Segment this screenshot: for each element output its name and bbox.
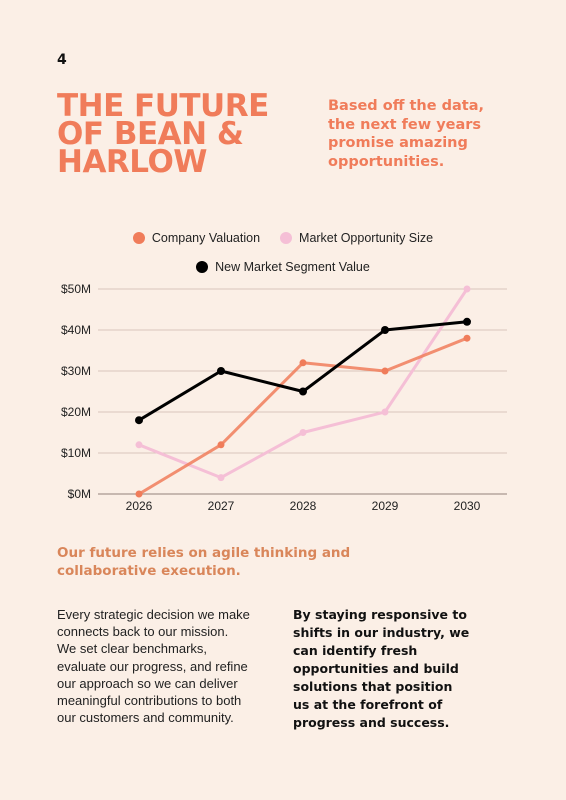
page-title: THE FUTURE OF BEAN & HARLOW <box>57 88 307 180</box>
y-tick-label: $40M <box>61 323 91 337</box>
legend-marker <box>280 232 293 244</box>
title-line: HARLOW <box>57 144 208 180</box>
callout-line: collaborative execution. <box>57 563 241 579</box>
body-paragraph-left: Every strategic decision we make connect… <box>57 606 287 726</box>
y-tick-label: $30M <box>61 364 91 378</box>
subtitle-line: the next few years <box>328 116 482 133</box>
callout-line: Our future relies on agile thinking and <box>57 545 351 561</box>
body-line: opportunities and build <box>293 661 459 676</box>
body-line: meaningful contributions to both <box>57 693 242 709</box>
body-line: progress and success. <box>293 715 450 730</box>
data-point <box>135 416 143 425</box>
x-tick-label: 2026 <box>126 499 153 513</box>
data-point <box>217 474 225 482</box>
subtitle-line: opportunities. <box>328 153 445 170</box>
legend-item-new-market-segment-value: New Market Segment Value <box>196 260 370 274</box>
legend-item-company-valuation: Company Valuation <box>132 231 261 245</box>
page-number: 4 <box>57 52 67 68</box>
y-tick-label: $10M <box>61 446 91 460</box>
title-line: OF BEAN & <box>57 116 244 152</box>
data-point <box>381 367 389 375</box>
legend-item-market-opportunity-size: Market Opportunity Size <box>280 231 433 245</box>
legend-label: Market Opportunity Size <box>299 231 434 245</box>
chart-legend-row-1: Company Valuation Market Opportunity Siz… <box>0 231 566 245</box>
legend-label: Company Valuation <box>151 231 261 245</box>
legend-marker <box>196 261 209 273</box>
legend-marker <box>132 232 145 244</box>
body-line: can identify fresh <box>293 643 418 658</box>
data-point <box>135 441 143 449</box>
data-point <box>217 441 225 449</box>
data-point <box>381 326 389 334</box>
x-tick-label: 2028 <box>290 499 317 513</box>
body-line: our approach so we can deliver <box>57 675 238 691</box>
subtitle-line: promise amazing <box>328 135 468 151</box>
data-point <box>299 429 307 436</box>
data-point <box>463 334 471 342</box>
data-point <box>299 387 307 396</box>
series-line <box>138 288 469 480</box>
body-line: shifts in our industry, we <box>293 625 470 640</box>
data-point <box>463 285 471 293</box>
body-line: By staying responsive to <box>293 607 467 622</box>
data-point <box>381 408 389 416</box>
data-point <box>217 367 225 375</box>
body-paragraph-right: By staying responsive to shifts in our i… <box>293 606 523 732</box>
body-line: solutions that position <box>293 679 453 694</box>
body-line: evaluate our progress, and refine <box>57 658 248 674</box>
data-point <box>135 490 143 498</box>
data-point <box>463 317 471 326</box>
page-subtitle: Based off the data, the next few years p… <box>328 97 518 171</box>
callout-text: Our future relies on agile thinking and … <box>57 544 417 580</box>
x-tick-label: 2029 <box>372 499 399 513</box>
y-tick-label: $0M <box>68 487 91 501</box>
body-line: connects back to our mission. <box>57 624 229 640</box>
x-tick-label: 2030 <box>454 499 481 513</box>
body-line: us at the forefront of <box>293 697 443 712</box>
line-chart: $0M $10M $20M $30M $40M $50M 2026 2027 2028 2029 2… <box>61 282 507 513</box>
y-tick-label: $50M <box>61 282 91 296</box>
data-point <box>299 359 307 367</box>
chart-legend-row-2: New Market Segment Value <box>0 260 566 274</box>
body-line: We set clear benchmarks, <box>57 641 208 657</box>
body-line: our customers and community. <box>57 710 234 726</box>
body-line: Every strategic decision we make <box>57 607 250 622</box>
legend-label: New Market Segment Value <box>215 260 370 274</box>
y-tick-label: $20M <box>61 405 91 419</box>
x-tick-label: 2027 <box>208 499 235 513</box>
title-line: THE FUTURE <box>57 88 269 124</box>
subtitle-line: Based off the data, <box>328 98 485 114</box>
